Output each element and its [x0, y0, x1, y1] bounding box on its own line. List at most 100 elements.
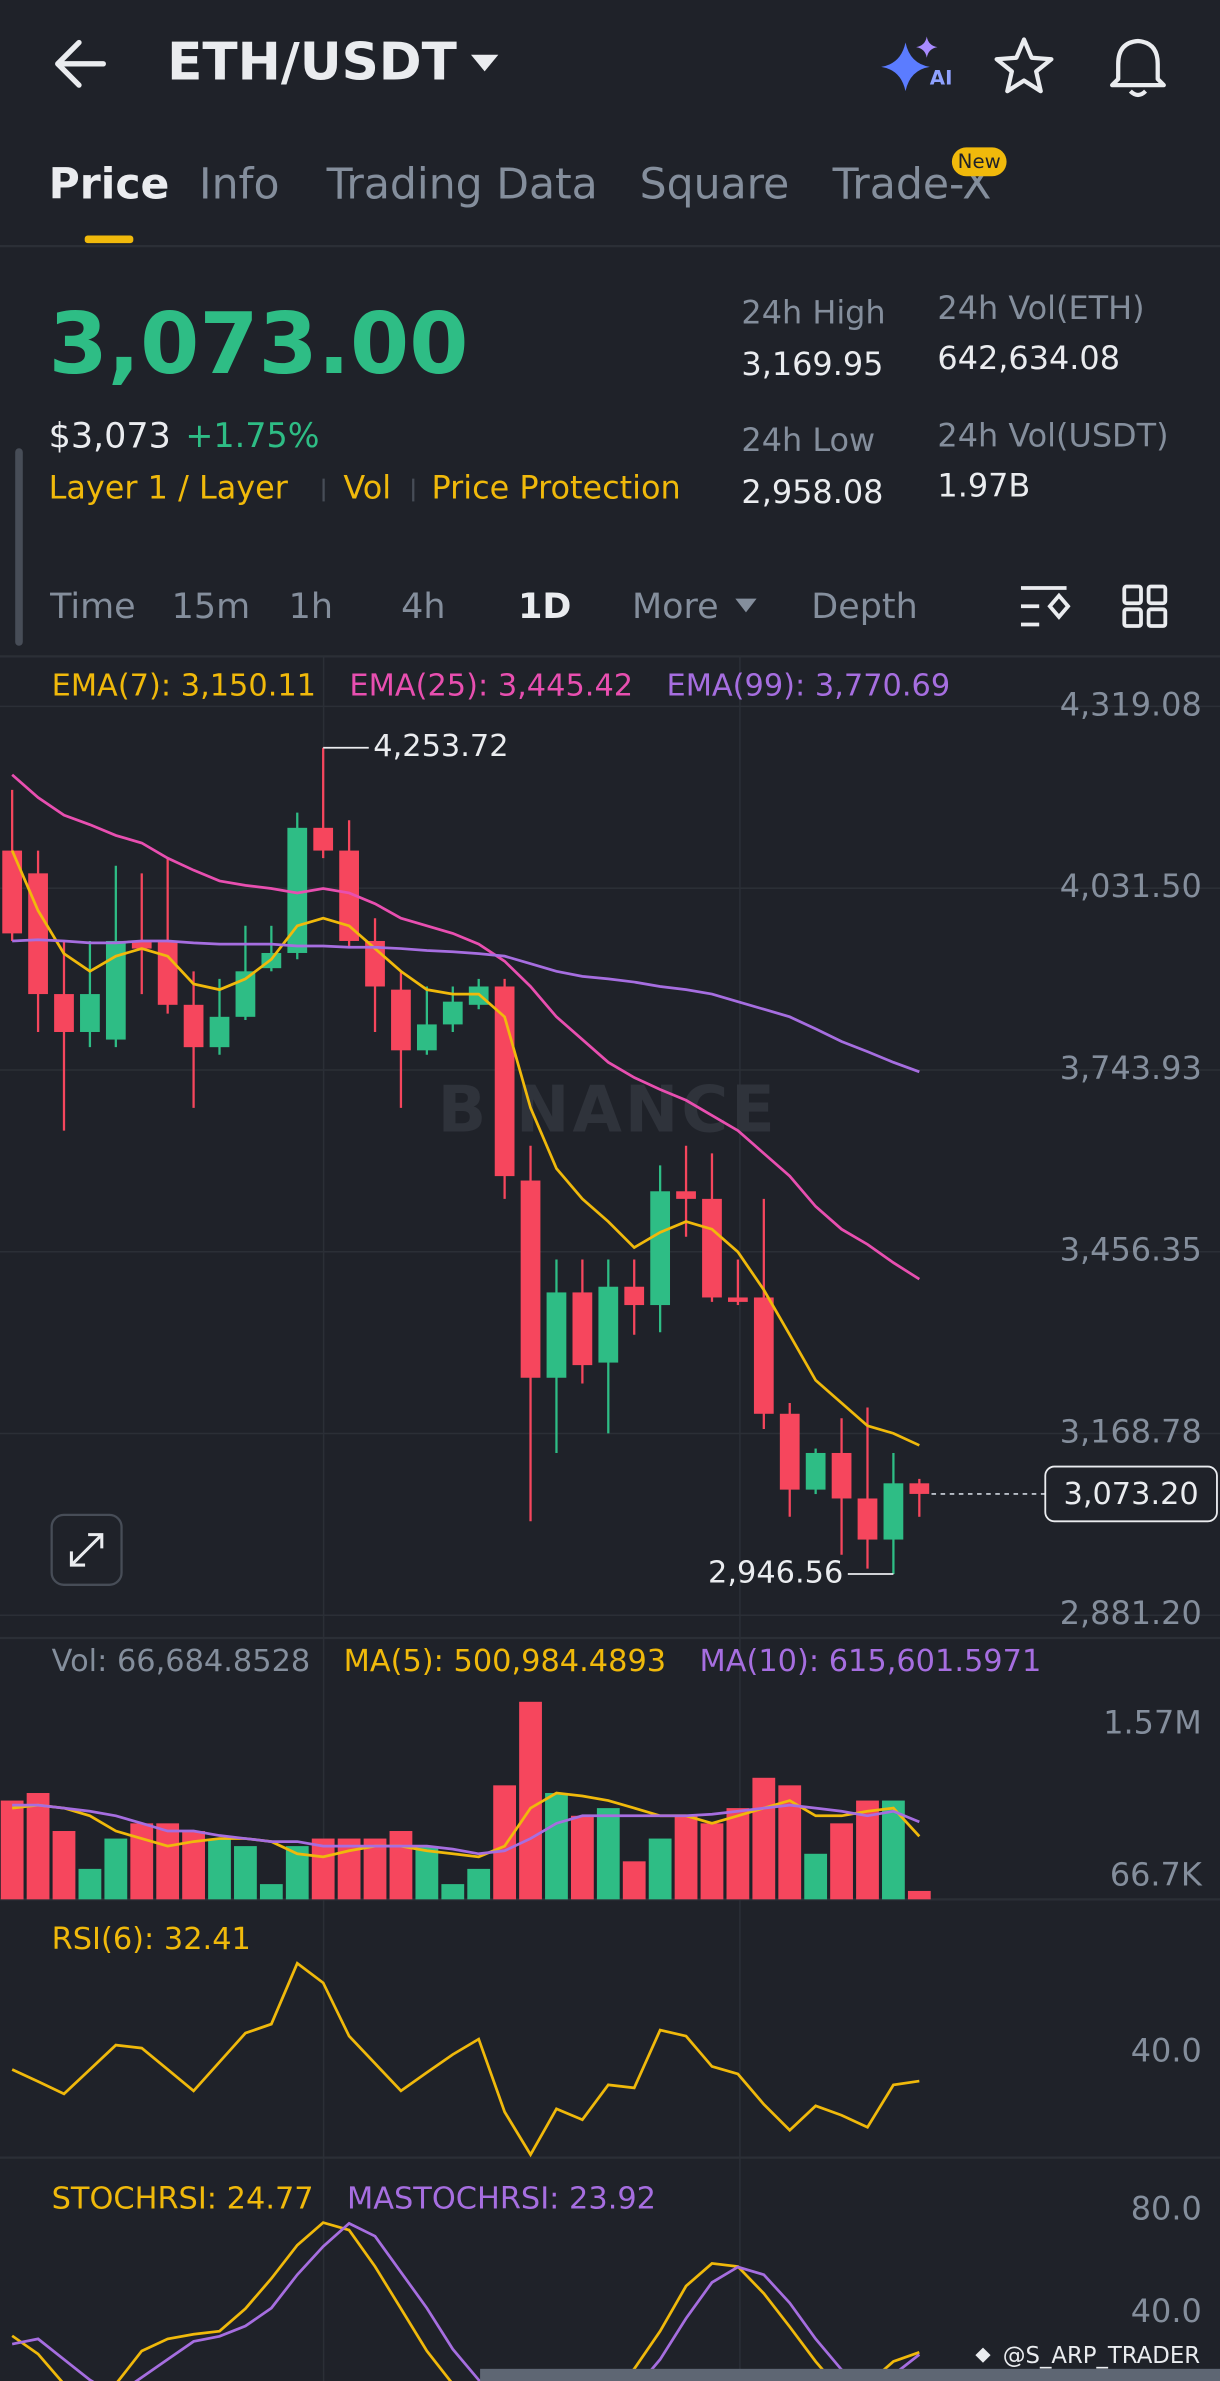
y-tick-label: 80.0	[1131, 2190, 1202, 2228]
last-price-box	[1044, 1465, 1218, 1523]
tab[interactable]: Trading Data	[326, 160, 598, 209]
volume-bar	[467, 1868, 491, 1900]
volume-bar	[156, 1823, 180, 1900]
volume-bar	[519, 1701, 542, 1900]
candle-body	[831, 1452, 852, 1499]
alert-button[interactable]	[1110, 38, 1166, 98]
low-label: 2,946.56	[708, 1555, 843, 1590]
volume-bar	[104, 1838, 128, 1900]
y-tick-label: 3,456.35	[1060, 1231, 1202, 1269]
legend-entry: STOCHRSI: 24.77	[52, 2182, 314, 2217]
volume-bar	[182, 1831, 205, 1900]
new-badge: New	[958, 150, 1001, 173]
layout-button[interactable]	[1122, 584, 1168, 628]
volume-bar	[674, 1815, 698, 1900]
interval[interactable]: Depth	[811, 587, 917, 627]
pair-dropdown[interactable]	[470, 54, 499, 72]
interval[interactable]: 4h	[401, 587, 445, 627]
candle-body	[339, 850, 359, 941]
candle-body	[753, 1297, 774, 1414]
candle-body	[54, 994, 74, 1032]
home-indicator	[480, 2368, 1220, 2381]
charts: 2,881.20 3,168.78 3,456.35 3,743.93 4,031.50…	[0, 668, 1220, 2381]
y-tick-label: 3,743.93	[1060, 1049, 1202, 1087]
stat-value: 2,958.08	[741, 473, 883, 511]
candle-body	[105, 940, 126, 1040]
candle-body	[779, 1413, 800, 1490]
more-dropdown[interactable]	[735, 598, 757, 613]
volume-bar	[52, 1831, 76, 1900]
tag[interactable]: Layer 1 / Layer	[49, 468, 289, 506]
volume-bar	[648, 1838, 672, 1900]
tag[interactable]: Price Protection	[431, 468, 680, 506]
volume-bar	[726, 1808, 750, 1900]
candle-body	[131, 940, 152, 949]
volume-bar	[208, 1838, 231, 1900]
interval[interactable]: 15m	[172, 587, 250, 627]
indicator-line	[12, 1803, 920, 1856]
favorite-button[interactable]	[994, 37, 1054, 94]
candle-body	[857, 1498, 878, 1540]
legend-entry: EMA(7): 3,150.11	[52, 668, 316, 703]
volume-bar	[804, 1853, 828, 1900]
legend-entry: RSI(6): 32.41	[52, 1922, 251, 1957]
candle-body	[287, 827, 308, 953]
interval[interactable]: Time	[49, 587, 136, 627]
tag[interactable]: Vol	[343, 468, 391, 506]
tab[interactable]: Info	[199, 160, 279, 209]
candle-body	[494, 986, 515, 1177]
last-price-label: 3,073.20	[1063, 1477, 1198, 1512]
interval[interactable]: More	[632, 587, 719, 627]
candle-body	[442, 1001, 463, 1025]
price-change: +1.75%	[185, 416, 319, 455]
candle-body	[909, 1483, 930, 1494]
candle-body	[572, 1292, 593, 1366]
last-price: 3,073.00	[49, 295, 469, 394]
volume-bar	[259, 1884, 283, 1900]
tab[interactable]: Square	[640, 160, 790, 209]
volume-bar	[311, 1838, 335, 1900]
volume-bar	[441, 1884, 465, 1900]
ai-button[interactable]: AI	[881, 36, 952, 92]
volume-bar	[337, 1838, 361, 1900]
tab[interactable]: Price	[49, 160, 170, 209]
scrollbar	[15, 448, 23, 646]
stat-value: 1.97B	[937, 467, 1030, 505]
back-button[interactable]	[55, 39, 106, 88]
y-tick-label: 2,881.20	[1060, 1594, 1202, 1632]
candle-body	[520, 1180, 541, 1378]
y-tick-label: 4,319.08	[1060, 685, 1202, 723]
pair-title[interactable]: ETH/USDT	[167, 32, 457, 92]
stat-label: 24h High	[741, 294, 885, 332]
volume-bar	[78, 1868, 102, 1900]
watermark-icon	[975, 2347, 991, 2363]
stat-label: 24h Vol(USDT)	[937, 417, 1168, 455]
legend-entry: EMA(25): 3,445.42	[349, 668, 633, 703]
volume-bar	[830, 1823, 853, 1900]
candle-body	[624, 1286, 645, 1306]
indicator-line	[11, 1961, 920, 2158]
candle-body	[391, 989, 411, 1051]
chart-watermark: BINANCE	[438, 1073, 778, 1147]
candle-body	[728, 1297, 748, 1302]
chart-settings-button[interactable]	[1020, 586, 1071, 627]
indicator-line	[11, 773, 921, 1281]
legend-entry: MASTOCHRSI: 23.92	[347, 2182, 656, 2217]
interval[interactable]: 1D	[518, 587, 571, 627]
volume-bar	[234, 1846, 257, 1900]
volume-bar	[26, 1793, 50, 1900]
fullscreen-button[interactable]	[50, 1513, 123, 1586]
candle-body	[80, 994, 100, 1032]
layout-cell	[1146, 607, 1168, 628]
settings-diamond	[1047, 592, 1071, 620]
stat-label: 24h Low	[741, 421, 875, 459]
interval[interactable]: 1h	[289, 587, 333, 627]
candle-body	[883, 1483, 904, 1540]
ai-sparkle	[881, 42, 930, 92]
candle-body	[313, 827, 334, 851]
new-badge-bg	[951, 147, 1007, 177]
